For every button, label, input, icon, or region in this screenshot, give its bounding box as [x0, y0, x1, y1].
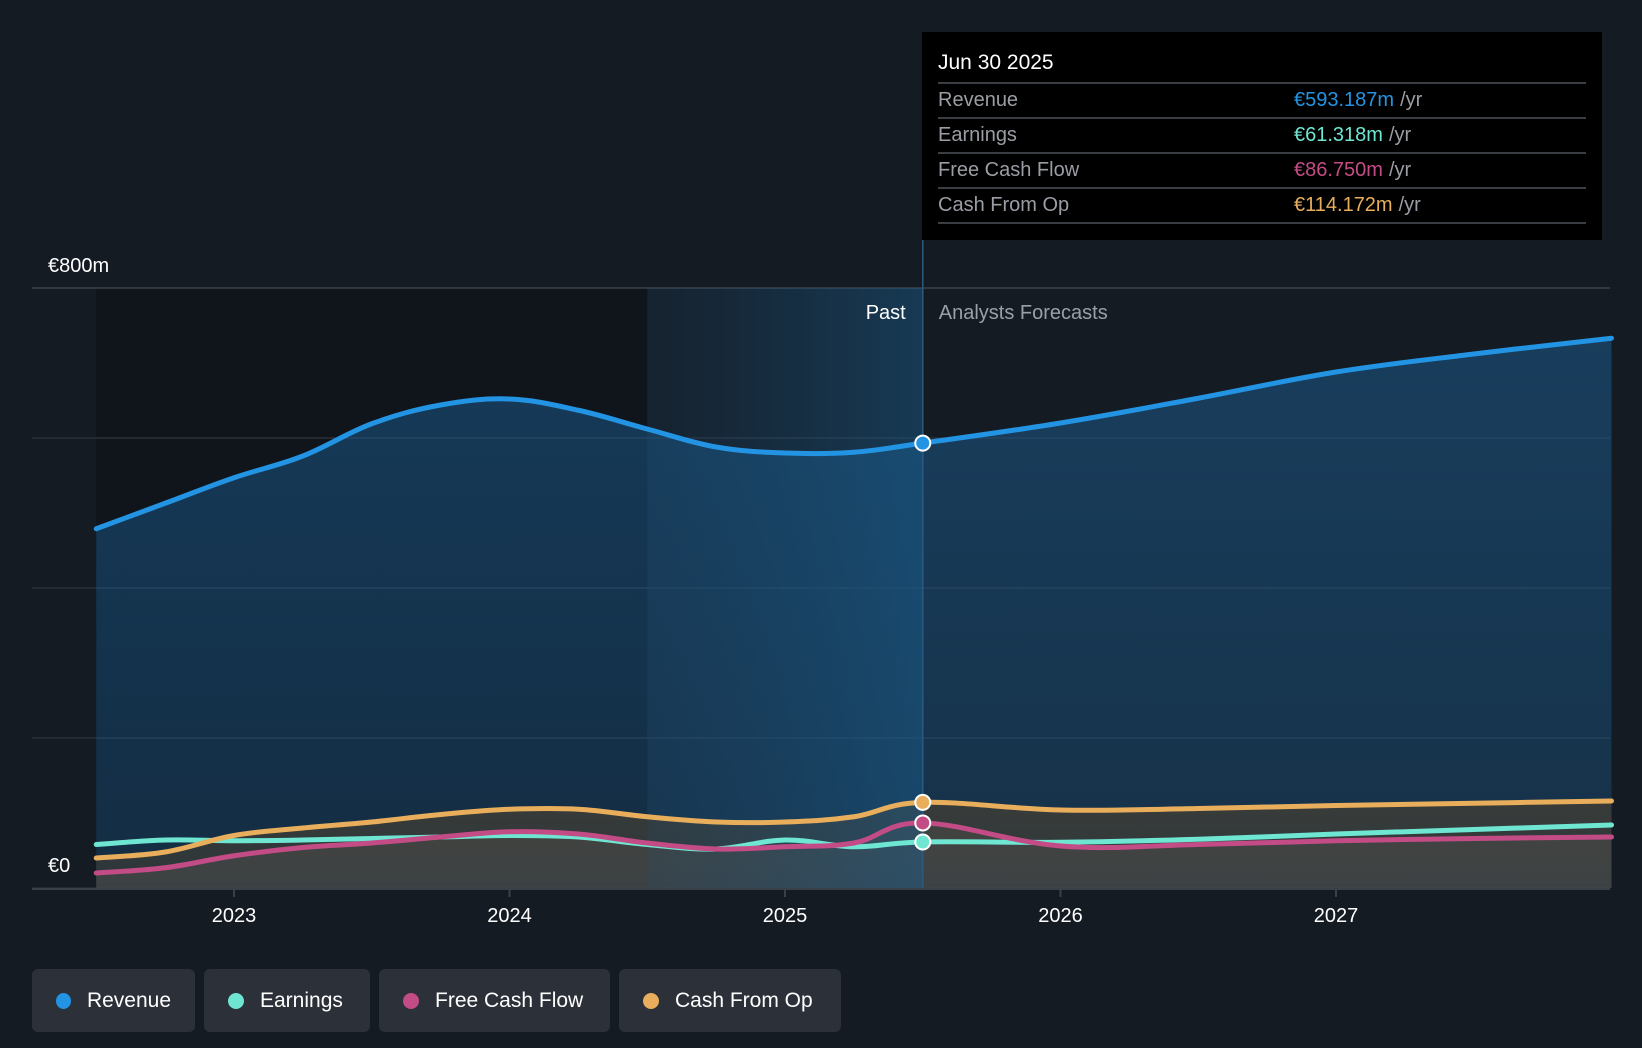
tooltip-label: Earnings: [938, 124, 1017, 146]
earnings-marker: [914, 833, 932, 851]
x-tick-label: 2026: [1038, 905, 1083, 927]
tooltip-label: Free Cash Flow: [938, 159, 1080, 181]
x-tick-label: 2024: [487, 905, 532, 927]
tooltip-unit: /yr: [1400, 89, 1423, 111]
region-label-past: Past: [866, 302, 906, 324]
highlight-markers: [914, 434, 932, 851]
x-ticks: 2023 2024 2025 2026 2027: [212, 889, 1359, 927]
legend-dot-icon: [56, 992, 71, 1009]
tooltip-unit: /yr: [1398, 194, 1421, 216]
region-label-forecast: Analysts Forecasts: [939, 302, 1108, 324]
x-tick-label: 2025: [763, 905, 808, 927]
tooltip-row-free-cash-flow: Free Cash Flow €86.750m /yr: [938, 154, 1586, 189]
cash-from-op-marker: [914, 793, 932, 811]
tooltip-unit: /yr: [1388, 124, 1412, 146]
x-tick-label: 2027: [1314, 905, 1359, 927]
revenue-marker: [914, 434, 932, 452]
legend-label: Revenue: [86, 988, 171, 1012]
free-cash-flow-marker: [914, 814, 932, 832]
tooltip-value: €593.187m: [1294, 89, 1395, 111]
tooltip-label: Cash From Op: [938, 194, 1070, 216]
tooltip-row-cash-from-op: Cash From Op €114.172m /yr: [938, 189, 1586, 224]
past-band: [647, 288, 923, 888]
series-lines: [93, 335, 1614, 876]
legend-dot-icon: [228, 992, 244, 1009]
legend-label: Cash From Op: [675, 988, 813, 1012]
legend-dot-icon: [403, 992, 419, 1009]
free-cash-flow-line: [93, 820, 1614, 876]
legend-label: Earnings: [260, 988, 343, 1012]
y-tick-label: €800m: [48, 255, 109, 277]
tooltip-value: €61.318m: [1294, 124, 1383, 146]
legend-item-cash-from-op[interactable]: Cash From Op: [619, 969, 841, 1032]
legend-item-revenue[interactable]: Revenue: [32, 969, 195, 1032]
tooltip-label: Revenue: [938, 89, 1019, 111]
tooltip-unit: /yr: [1388, 159, 1412, 181]
x-tick-label: 2023: [212, 905, 257, 927]
legend: Revenue Earnings Free Cash Flow Cash Fro…: [32, 969, 841, 1032]
legend-dot-icon: [643, 992, 659, 1009]
revenue-line: [93, 335, 1614, 532]
y-tick-label: €0: [48, 855, 70, 877]
legend-label: Free Cash Flow: [435, 988, 584, 1012]
tooltip-row-revenue: Revenue €593.187m /yr: [938, 84, 1586, 119]
tooltip-date: Jun 30 2025: [938, 48, 1586, 84]
cash-from-op-line: [93, 798, 1614, 861]
legend-item-earnings[interactable]: Earnings: [204, 969, 370, 1032]
y-ticks: €0 €800m: [48, 255, 109, 877]
tooltip-value: €114.172m: [1294, 194, 1393, 216]
tooltip-value: €86.750m: [1294, 159, 1383, 181]
legend-item-free-cash-flow[interactable]: Free Cash Flow: [379, 969, 610, 1032]
tooltip: Jun 30 2025 Revenue €593.187m /yr Earnin…: [922, 32, 1602, 240]
tooltip-row-earnings: Earnings €61.318m /yr: [938, 119, 1586, 154]
